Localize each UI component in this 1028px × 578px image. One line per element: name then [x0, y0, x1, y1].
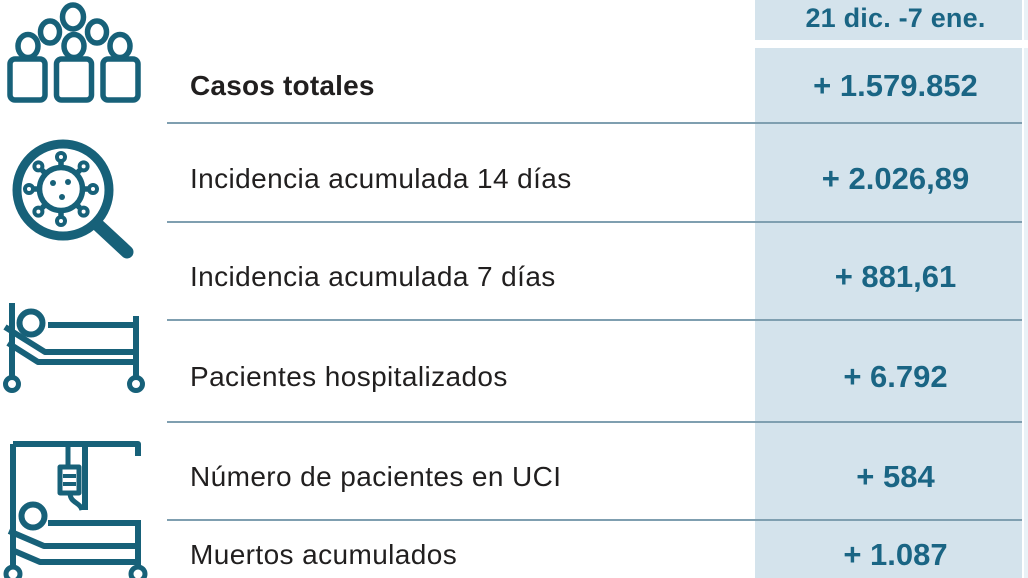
icon-gutter	[0, 0, 150, 578]
row-divider	[167, 319, 1022, 321]
table-row-incidencia-14: Incidencia acumulada 14 días + 2.026,89	[0, 123, 1028, 223]
table-row-casos-totales: Casos totales + 1.579.852	[0, 48, 1028, 124]
people-group-icon	[7, 2, 141, 103]
icu-bed-icon	[3, 441, 148, 578]
period-column-body	[755, 48, 1022, 578]
row-divider	[167, 122, 1022, 124]
table-row-incidencia-7: Incidencia acumulada 7 días + 881,61	[0, 222, 1028, 321]
row-label: Pacientes hospitalizados	[190, 361, 508, 392]
row-value: + 1.087	[843, 537, 948, 572]
row-label: Casos totales	[190, 69, 375, 101]
hospital-bed-icon	[3, 303, 145, 393]
virus-magnifier-icon	[12, 139, 134, 259]
row-value: + 881,61	[834, 259, 957, 294]
period-label: 21 dic. -7 ene.	[805, 2, 986, 33]
row-value: + 2.026,89	[821, 160, 970, 196]
table-row-hospitalizados: Pacientes hospitalizados + 6.792	[0, 320, 1028, 423]
row-label: Incidencia acumulada 7 días	[190, 261, 556, 292]
period-column-header: 21 dic. -7 ene.	[755, 0, 1022, 40]
row-label: Número de pacientes en UCI	[190, 461, 562, 492]
row-value: + 1.579.852	[813, 67, 978, 103]
row-label: Muertos acumulados	[190, 539, 458, 570]
row-divider	[167, 519, 1022, 521]
row-divider	[167, 421, 1022, 423]
table-row-uci: Número de pacientes en UCI + 584	[0, 422, 1028, 521]
table-row-muertos: Muertos acumulados + 1.087	[0, 520, 1028, 578]
next-column-sliver	[1024, 48, 1028, 578]
row-divider	[167, 221, 1022, 223]
next-column-sliver-top	[1024, 0, 1028, 40]
row-value: + 6.792	[843, 359, 948, 394]
row-value: + 584	[856, 459, 935, 494]
row-label: Incidencia acumulada 14 días	[190, 162, 572, 194]
